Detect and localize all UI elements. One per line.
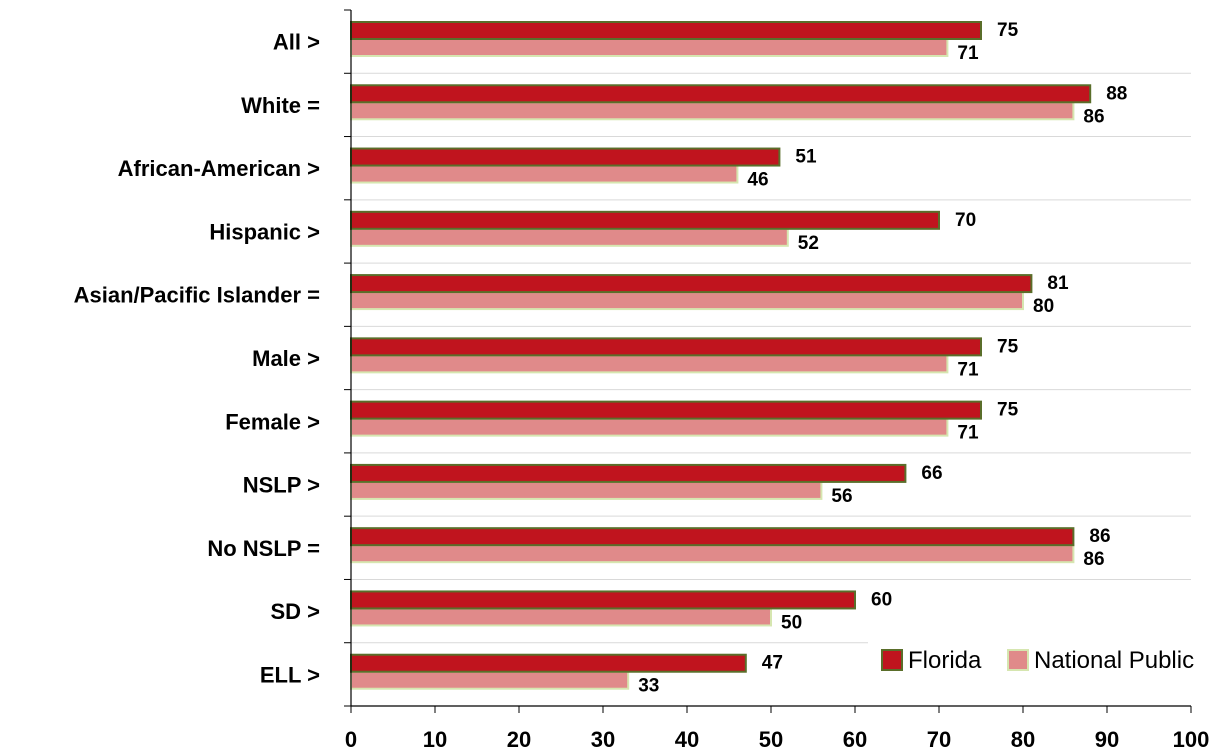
x-tick-label: 100 xyxy=(1173,727,1210,752)
legend-swatch-national-public xyxy=(1007,649,1029,671)
x-tick-label: 90 xyxy=(1095,727,1119,752)
category-label: SD > xyxy=(270,599,320,624)
bar-florida xyxy=(350,653,747,673)
data-label-national-public: 33 xyxy=(638,676,659,697)
bar-national-public xyxy=(350,227,789,247)
bar-florida xyxy=(350,84,1092,104)
data-label-florida: 47 xyxy=(762,653,783,674)
x-tick-label: 10 xyxy=(423,727,447,752)
category-label: Female > xyxy=(225,409,320,434)
x-tick-label: 60 xyxy=(843,727,867,752)
data-label-national-public: 56 xyxy=(831,486,852,507)
data-label-national-public: 52 xyxy=(798,233,819,254)
bar-florida xyxy=(350,400,982,420)
data-label-florida: 88 xyxy=(1106,83,1127,104)
data-label-florida: 75 xyxy=(997,20,1019,41)
category-label: Asian/Pacific Islander = xyxy=(74,283,320,308)
data-label-national-public: 50 xyxy=(781,612,802,633)
category-label: Male > xyxy=(252,346,320,371)
bar-national-public xyxy=(350,291,1024,311)
x-tick-label: 20 xyxy=(507,727,531,752)
legend-label-florida: Florida xyxy=(908,647,982,674)
data-label-florida: 60 xyxy=(871,589,892,610)
category-label: White = xyxy=(241,93,320,118)
data-label-national-public: 46 xyxy=(747,170,768,191)
bar-national-public xyxy=(350,101,1075,121)
data-label-national-public: 86 xyxy=(1083,549,1104,570)
data-label-national-public: 71 xyxy=(957,359,979,380)
x-tick-label: 70 xyxy=(927,727,951,752)
category-label: Hispanic > xyxy=(209,219,320,244)
legend-label-national-public: National Public xyxy=(1034,647,1194,674)
x-tick-label: 40 xyxy=(675,727,699,752)
data-label-florida: 75 xyxy=(997,400,1019,421)
data-label-national-public: 71 xyxy=(957,423,979,444)
bar-national-public xyxy=(350,607,772,627)
data-label-national-public: 86 xyxy=(1083,106,1104,127)
x-tick-label: 30 xyxy=(591,727,615,752)
bar-florida xyxy=(350,463,907,483)
bar-florida xyxy=(350,147,781,167)
bar-national-public xyxy=(350,544,1075,564)
bar-florida xyxy=(350,527,1075,547)
bar-national-public xyxy=(350,38,949,57)
category-label: All > xyxy=(273,30,320,55)
x-tick-label: 80 xyxy=(1011,727,1035,752)
bar-florida xyxy=(350,274,1033,294)
category-label: African-American > xyxy=(118,156,320,181)
legend-swatch-florida xyxy=(881,649,903,671)
data-label-florida: 81 xyxy=(1047,273,1069,294)
bar-national-public xyxy=(350,417,949,437)
bar-national-public xyxy=(350,670,630,690)
data-label-national-public: 80 xyxy=(1033,296,1054,317)
category-label: NSLP > xyxy=(243,473,320,498)
bar-national-public xyxy=(350,480,823,500)
x-tick-label: 0 xyxy=(345,727,357,752)
bar-florida xyxy=(350,337,982,357)
data-label-florida: 86 xyxy=(1089,526,1110,547)
axes: 0 10 20 30 40 50 60 70 80 90 100 xyxy=(344,9,1210,752)
bar-florida xyxy=(350,21,982,40)
bars xyxy=(350,21,1092,690)
bar-florida xyxy=(350,590,856,610)
x-tick-label: 50 xyxy=(759,727,783,752)
data-label-florida: 66 xyxy=(921,463,942,484)
data-label-national-public: 71 xyxy=(957,43,979,64)
data-label-florida: 51 xyxy=(795,147,817,168)
data-label-florida: 75 xyxy=(997,336,1019,357)
bar-national-public xyxy=(350,164,739,184)
data-label-florida: 70 xyxy=(955,210,976,231)
category-label: ELL > xyxy=(260,662,320,687)
legend-background xyxy=(868,641,1232,679)
bar-national-public xyxy=(350,354,949,374)
category-label: No NSLP = xyxy=(207,536,320,561)
legend: Florida National Public xyxy=(868,641,1232,679)
bar-florida xyxy=(350,210,940,230)
